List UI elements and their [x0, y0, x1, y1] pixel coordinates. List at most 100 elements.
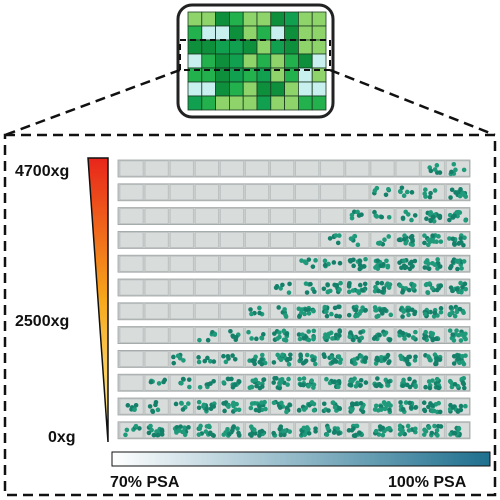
cell: [304, 352, 310, 358]
cell: [406, 333, 412, 338]
cell: [180, 407, 186, 412]
cell: [385, 383, 390, 388]
cell: [196, 432, 202, 437]
cell: [459, 266, 464, 271]
cell: [301, 335, 307, 341]
well: [195, 184, 219, 201]
cell: [462, 281, 468, 287]
strips: [117, 159, 471, 440]
cell: [457, 193, 463, 199]
well: [270, 255, 294, 272]
cell: [321, 352, 327, 357]
plate-well: [201, 25, 217, 41]
cell: [346, 282, 352, 288]
cell: [311, 357, 316, 363]
cell: [362, 358, 367, 364]
cell: [386, 234, 392, 239]
cell: [278, 377, 283, 383]
cell: [332, 282, 337, 288]
well: [169, 160, 194, 177]
cell: [450, 236, 456, 242]
cell: [423, 329, 429, 335]
cell: [451, 353, 457, 359]
cell: [133, 423, 139, 429]
cell: [428, 210, 434, 215]
cell: [459, 332, 464, 337]
force-label: 2500xg: [15, 313, 69, 330]
well: [295, 208, 319, 224]
cell: [277, 382, 282, 387]
cell: [230, 425, 236, 431]
cell: [452, 241, 457, 246]
cell: [147, 404, 153, 409]
cell: [412, 358, 418, 363]
cell: [353, 401, 359, 407]
plate-well: [201, 81, 217, 97]
cell: [451, 338, 457, 343]
cell: [162, 377, 168, 383]
well: [345, 184, 370, 201]
cell: [375, 280, 380, 286]
well: [169, 232, 194, 248]
cell: [148, 423, 153, 429]
cell: [221, 401, 226, 406]
cell: [405, 308, 411, 313]
cell: [463, 403, 468, 409]
cell: [352, 234, 357, 239]
well: [144, 279, 169, 296]
cell: [450, 405, 456, 410]
well: [270, 208, 294, 224]
well: [295, 160, 319, 177]
cell: [450, 332, 456, 337]
cell: [226, 356, 231, 361]
well: [245, 279, 269, 296]
cell: [397, 329, 403, 335]
cell: [336, 304, 342, 310]
cell: [376, 288, 381, 294]
cell: [326, 408, 331, 413]
zoom-line: [4, 68, 181, 137]
cell: [460, 354, 465, 359]
plate-well: [215, 11, 230, 27]
cell: [422, 240, 427, 246]
cell: [313, 258, 318, 263]
cell: [426, 404, 431, 410]
cell: [179, 380, 184, 386]
well: [144, 160, 169, 177]
cell: [276, 305, 282, 310]
cell: [306, 337, 312, 343]
well: [144, 232, 169, 248]
cell: [460, 380, 466, 385]
cell: [379, 289, 385, 295]
plate-well: [311, 39, 327, 55]
cell: [337, 333, 342, 338]
cell: [212, 332, 218, 337]
cell: [336, 354, 342, 359]
cell: [259, 336, 265, 341]
cell: [463, 336, 468, 342]
cell: [246, 329, 251, 335]
cell: [461, 242, 466, 248]
cell: [434, 384, 440, 390]
cell: [221, 353, 226, 359]
cell: [435, 257, 440, 262]
cell: [429, 430, 435, 436]
cell: [384, 426, 390, 432]
cell: [385, 263, 391, 269]
cell: [430, 214, 436, 220]
cell: [278, 286, 283, 291]
plate-well: [187, 11, 203, 27]
plate-well: [297, 81, 313, 97]
cell: [375, 240, 381, 246]
well: [195, 232, 219, 248]
cell: [422, 265, 428, 270]
well: [345, 160, 370, 177]
zoom-box: [3, 133, 497, 497]
cell: [335, 240, 341, 246]
cell: [423, 384, 428, 390]
cell: [387, 282, 393, 287]
cell: [413, 354, 418, 360]
cell: [336, 378, 342, 384]
cell: [297, 336, 303, 342]
well: [169, 303, 194, 320]
